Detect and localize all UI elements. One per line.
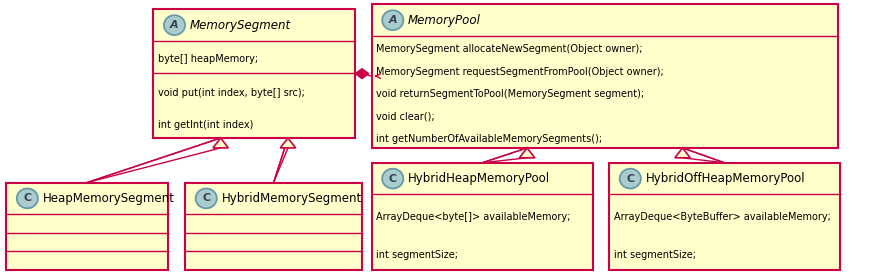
Text: int getInt(int index): int getInt(int index) bbox=[158, 120, 253, 130]
Text: void returnSegmentToPool(MemorySegment segment);: void returnSegmentToPool(MemorySegment s… bbox=[376, 89, 645, 99]
Text: int segmentSize;: int segmentSize; bbox=[376, 250, 459, 260]
Polygon shape bbox=[674, 148, 690, 158]
Ellipse shape bbox=[196, 189, 217, 208]
Bar bbox=[153, 9, 355, 138]
Text: MemorySegment allocateNewSegment(Object owner);: MemorySegment allocateNewSegment(Object … bbox=[376, 44, 643, 54]
Text: MemoryPool: MemoryPool bbox=[408, 14, 481, 27]
Polygon shape bbox=[355, 69, 368, 79]
Text: HybridOffHeapMemoryPool: HybridOffHeapMemoryPool bbox=[645, 172, 805, 185]
Ellipse shape bbox=[164, 15, 185, 35]
Text: HeapMemorySegment: HeapMemorySegment bbox=[43, 192, 175, 205]
Ellipse shape bbox=[382, 10, 403, 30]
Text: C: C bbox=[389, 174, 396, 184]
Polygon shape bbox=[519, 148, 535, 158]
Ellipse shape bbox=[620, 169, 641, 189]
Text: C: C bbox=[24, 193, 32, 203]
Text: A: A bbox=[389, 15, 397, 25]
Text: ArrayDeque<byte[]> availableMemory;: ArrayDeque<byte[]> availableMemory; bbox=[376, 212, 571, 222]
Text: A: A bbox=[170, 20, 179, 30]
Polygon shape bbox=[213, 138, 228, 148]
Text: byte[] heapMemory;: byte[] heapMemory; bbox=[158, 54, 258, 64]
Bar bbox=[610, 163, 840, 270]
Bar bbox=[6, 182, 168, 270]
Text: ArrayDeque<ByteBuffer> availableMemory;: ArrayDeque<ByteBuffer> availableMemory; bbox=[614, 212, 831, 222]
Text: MemorySegment: MemorySegment bbox=[189, 19, 291, 32]
Bar bbox=[372, 4, 838, 148]
Ellipse shape bbox=[382, 169, 403, 189]
Bar bbox=[185, 182, 362, 270]
Text: void put(int index, byte[] src);: void put(int index, byte[] src); bbox=[158, 88, 305, 98]
Text: HybridMemorySegment: HybridMemorySegment bbox=[222, 192, 362, 205]
Text: void clear();: void clear(); bbox=[376, 112, 435, 122]
Text: int getNumberOfAvailableMemorySegments();: int getNumberOfAvailableMemorySegments()… bbox=[376, 134, 602, 144]
Ellipse shape bbox=[17, 189, 38, 208]
Text: HybridHeapMemoryPool: HybridHeapMemoryPool bbox=[408, 172, 550, 185]
Bar bbox=[372, 163, 593, 270]
Text: int segmentSize;: int segmentSize; bbox=[614, 250, 696, 260]
Text: C: C bbox=[203, 193, 210, 203]
Polygon shape bbox=[281, 138, 296, 148]
Text: MemorySegment requestSegmentFromPool(Object owner);: MemorySegment requestSegmentFromPool(Obj… bbox=[376, 67, 664, 77]
Text: C: C bbox=[626, 174, 634, 184]
